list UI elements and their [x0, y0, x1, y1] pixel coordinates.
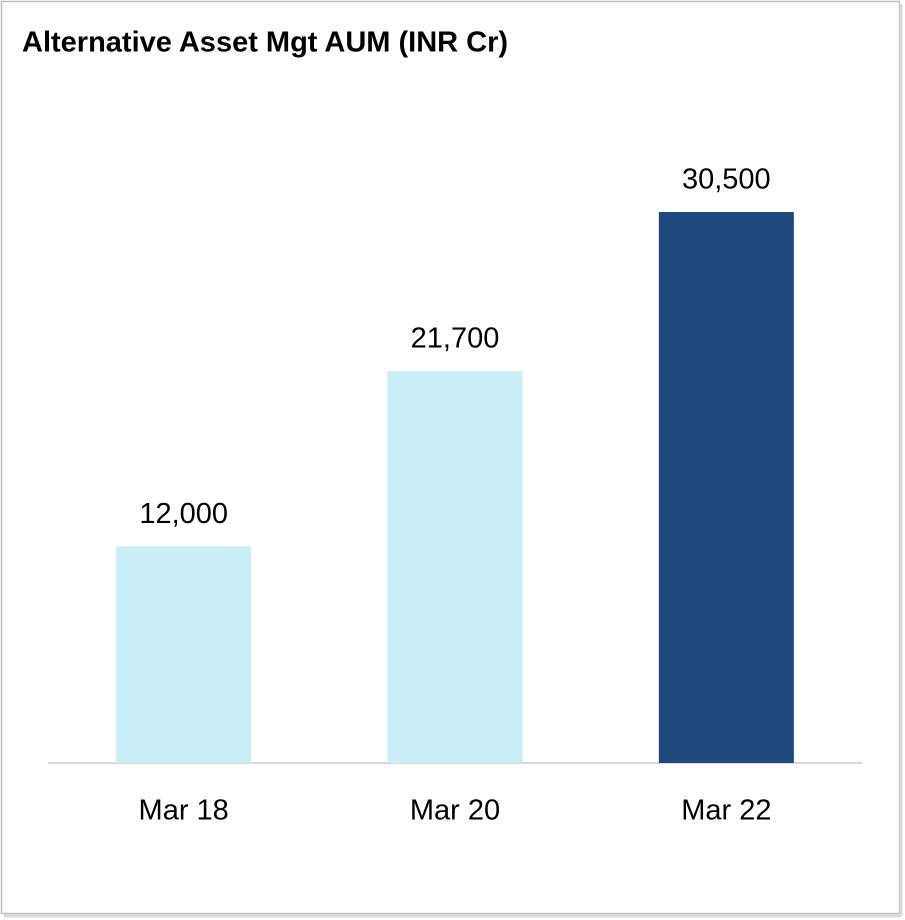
bar [116, 546, 252, 763]
x-tick-label: Mar 18 [139, 795, 229, 827]
bar [387, 370, 523, 763]
x-tick-label: Mar 22 [681, 795, 771, 827]
value-label: 12,000 [139, 498, 228, 530]
chart-title: Alternative Asset Mgt AUM (INR Cr) [22, 27, 508, 59]
value-label: 30,500 [682, 164, 771, 196]
bar [658, 212, 794, 763]
value-label: 21,700 [411, 323, 500, 355]
x-tick-label: Mar 20 [410, 795, 500, 827]
